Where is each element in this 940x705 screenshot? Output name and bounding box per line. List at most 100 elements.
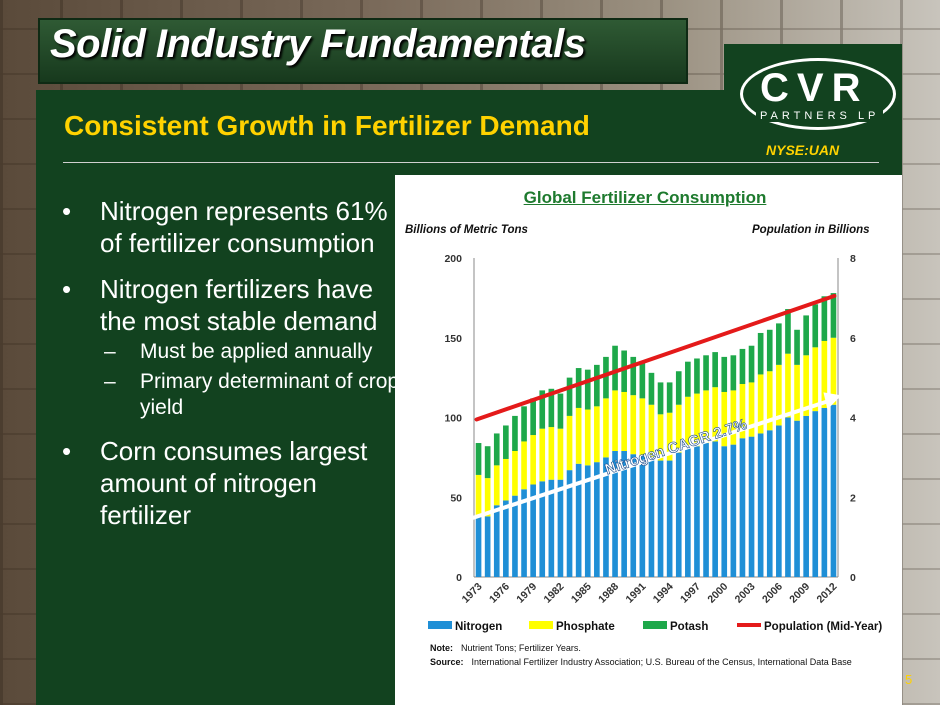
bar-nitrogen: [530, 484, 536, 577]
bar-nitrogen: [766, 430, 773, 577]
bar-potash: [521, 406, 527, 442]
bullet-item: Nitrogen fertilizers have the most stabl…: [62, 273, 407, 421]
bar-nitrogen: [548, 479, 555, 577]
bar-phosphate: [694, 393, 700, 447]
bar-potash: [557, 393, 564, 429]
y-tick-label-right: 4: [850, 413, 856, 425]
bar-nitrogen: [621, 450, 627, 577]
y-tick-label-left: 100: [444, 413, 462, 425]
legend-label: Nitrogen: [455, 621, 502, 633]
bar-phosphate: [739, 384, 746, 439]
bullet-item: Corn consumes largest amount of nitrogen…: [62, 435, 407, 531]
bar-phosphate: [812, 347, 819, 412]
bar-phosphate: [475, 474, 482, 515]
source: Source: International Fertilizer Industry…: [430, 657, 852, 667]
bar-phosphate: [548, 427, 555, 480]
bar-phosphate: [703, 390, 709, 444]
bar-potash: [548, 388, 555, 428]
bar-phosphate: [621, 391, 627, 451]
bar-nitrogen: [721, 446, 728, 577]
bar-potash: [703, 355, 709, 391]
y-tick-label-right: 2: [850, 492, 856, 504]
legend-label: Phosphate: [556, 621, 615, 633]
source-text: International Fertilizer Industry Associ…: [471, 657, 852, 667]
bar-nitrogen: [712, 441, 718, 577]
bar-nitrogen: [748, 436, 755, 577]
bar-nitrogen: [812, 411, 819, 577]
bar-phosphate: [666, 412, 673, 461]
bar-nitrogen: [830, 404, 837, 577]
bar-potash: [812, 304, 819, 348]
bar-nitrogen: [594, 462, 600, 577]
bar-phosphate: [675, 404, 682, 453]
y-tick-label-left: 200: [444, 253, 462, 265]
bar-phosphate: [639, 398, 646, 456]
bar-nitrogen: [739, 438, 746, 577]
bar-phosphate: [803, 355, 809, 416]
bar-potash: [603, 356, 609, 399]
y-tick-label-left: 0: [456, 572, 462, 584]
bar-potash: [648, 372, 655, 405]
y-axis-label-left: Billions of Metric Tons: [405, 224, 528, 236]
x-tick-label: 2003: [733, 581, 758, 606]
bar-nitrogen: [803, 415, 809, 577]
bar-nitrogen: [484, 516, 491, 577]
bar-potash: [657, 382, 664, 415]
bar-potash: [821, 296, 828, 341]
x-tick-label: 1991: [623, 581, 648, 606]
bar-phosphate: [539, 428, 546, 482]
bar-phosphate: [566, 415, 573, 471]
bar-nitrogen: [557, 479, 564, 577]
bar-phosphate: [612, 390, 618, 451]
bar-nitrogen: [639, 455, 646, 577]
bar-nitrogen: [493, 505, 500, 577]
bar-phosphate: [484, 478, 491, 517]
bar-potash: [675, 371, 682, 405]
x-tick-label: 1997: [678, 581, 703, 606]
legend-label: Potash: [670, 621, 708, 633]
bar-potash: [539, 390, 546, 429]
bar-phosphate: [794, 364, 800, 421]
slide-title: Solid Industry Fundamentals: [50, 22, 586, 66]
y-axis-label-right: Population in Billions: [752, 224, 870, 236]
bar-phosphate: [685, 396, 691, 447]
bar-phosphate: [657, 414, 664, 461]
bar-nitrogen: [757, 433, 764, 577]
bar-potash: [575, 368, 582, 408]
bar-nitrogen: [630, 454, 637, 577]
logo-subtitle: PARTNERS LP: [756, 110, 884, 122]
bullet-list: Nitrogen represents 61% of fertilizer co…: [62, 195, 407, 545]
bar-phosphate: [557, 428, 564, 480]
bar-phosphate: [721, 391, 728, 447]
legend-swatch: [643, 621, 667, 629]
bar-potash: [484, 446, 491, 479]
bar-nitrogen: [521, 489, 527, 577]
bar-phosphate: [776, 364, 782, 426]
note-text: Nutrient Tons; Fertilizer Years.: [461, 643, 581, 653]
x-tick-label: 1982: [542, 581, 567, 606]
bar-nitrogen: [776, 425, 782, 577]
bar-potash: [621, 350, 627, 392]
x-tick-label: 1979: [514, 581, 539, 606]
x-tick-label: 2012: [815, 581, 840, 606]
page-number: 5: [905, 672, 913, 687]
title-banner: [38, 18, 688, 84]
x-tick-label: 2000: [705, 581, 730, 606]
bullet-text: Corn consumes largest amount of nitrogen…: [100, 436, 368, 530]
trend-arrowhead-icon: [823, 392, 842, 410]
x-tick-label: 1973: [460, 581, 485, 606]
bar-potash: [721, 356, 728, 392]
bar-phosphate: [821, 340, 828, 408]
bar-phosphate: [584, 409, 591, 466]
bar-phosphate: [603, 398, 609, 458]
chart-title: Global Fertilizer Consumption: [523, 188, 767, 207]
bar-phosphate: [594, 406, 600, 463]
sub-bullet-item: Must be applied annually: [100, 339, 407, 365]
bar-potash: [639, 363, 646, 399]
bar-nitrogen: [675, 452, 682, 577]
bar-potash: [830, 293, 837, 338]
bar-phosphate: [512, 450, 518, 496]
bar-phosphate: [493, 465, 500, 506]
bar-potash: [748, 345, 755, 383]
